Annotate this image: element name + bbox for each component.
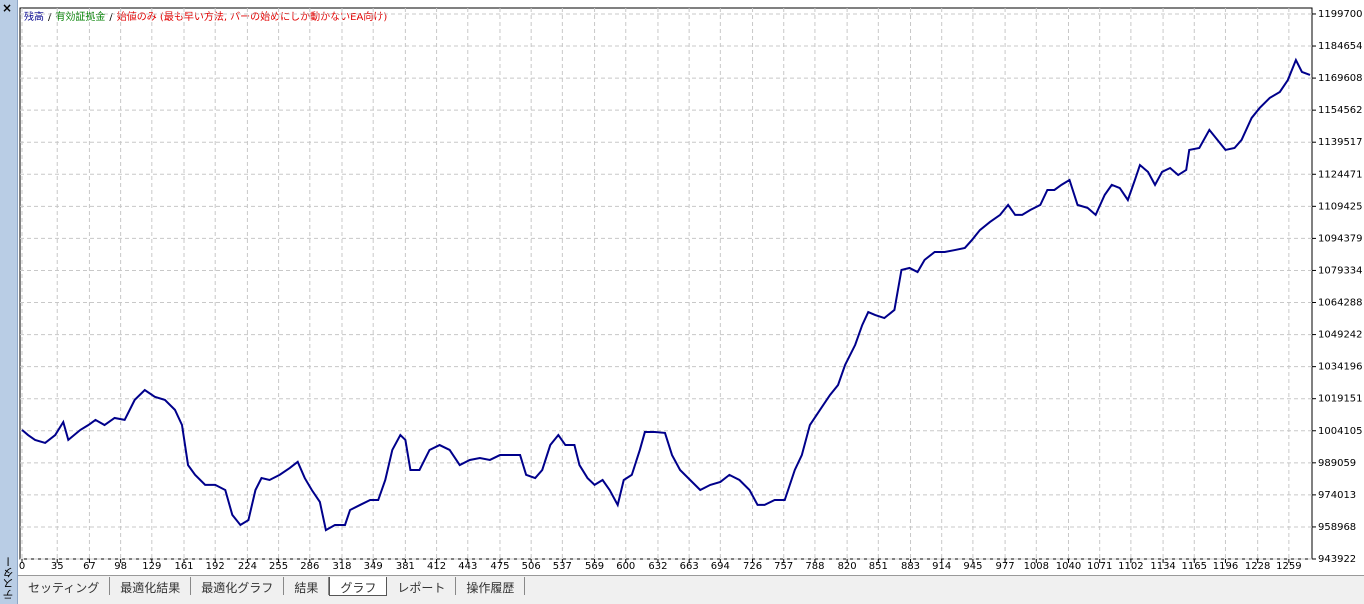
x-tick-label: 0 (19, 561, 25, 572)
y-tick-label: 1019151 (1318, 394, 1363, 405)
x-tick-label: 318 (332, 561, 351, 572)
x-tick-label: 506 (522, 561, 541, 572)
y-tick-label: 1124471 (1318, 169, 1363, 180)
x-tick-label: 1259 (1276, 561, 1301, 572)
y-tick-label: 1154562 (1318, 105, 1363, 116)
y-tick-label: 958968 (1318, 522, 1356, 533)
y-tick-label: 1079334 (1318, 265, 1363, 276)
panel-title: テスター (2, 556, 15, 600)
tab[interactable]: セッティング (18, 577, 111, 595)
tab[interactable]: 結果 (284, 577, 330, 595)
tab[interactable]: 最適化グラフ (191, 577, 285, 595)
tab[interactable]: レポート (387, 577, 457, 595)
x-tick-label: 600 (616, 561, 635, 572)
legend-separator: / (109, 12, 113, 23)
balance-line (21, 57, 1311, 532)
x-tick-label: 286 (300, 561, 319, 572)
x-tick-label: 161 (174, 561, 193, 572)
y-tick-label: 1169608 (1318, 73, 1363, 84)
x-tick-label: 569 (585, 561, 604, 572)
y-tick-label: 1034196 (1318, 362, 1363, 373)
x-tick-label: 192 (206, 561, 225, 572)
legend-item: 有効証拠金 (55, 10, 105, 23)
x-tick-label: 98 (114, 561, 127, 572)
chart: 残高 / 有効証拠金 / 始値のみ (最も早い方法, バーの始めにしか動かないEA向け)… (18, 0, 1364, 575)
tab[interactable]: 最適化結果 (110, 577, 192, 595)
legend-separator: / (48, 12, 52, 23)
y-tick-label: 1004105 (1318, 426, 1363, 437)
x-tick-label: 443 (458, 561, 477, 572)
tab[interactable]: グラフ (329, 577, 388, 596)
x-tick-label: 475 (490, 561, 509, 572)
x-tick-label: 914 (932, 561, 951, 572)
x-tick-label: 1008 (1024, 561, 1049, 572)
x-tick-label: 632 (648, 561, 667, 572)
x-tick-label: 1165 (1182, 561, 1207, 572)
y-tick-label: 989059 (1318, 458, 1356, 469)
y-tick-label: 1049242 (1318, 330, 1363, 341)
x-tick-label: 67 (83, 561, 96, 572)
x-tick-label: 694 (711, 561, 730, 572)
x-tick-label: 349 (364, 561, 383, 572)
x-tick-label: 1040 (1056, 561, 1081, 572)
x-tick-label: 945 (963, 561, 982, 572)
x-tick-label: 977 (996, 561, 1015, 572)
legend-item: 残高 (24, 10, 44, 23)
x-tick-label: 757 (774, 561, 793, 572)
side-panel: × テスター (0, 0, 18, 604)
close-button[interactable]: × (2, 1, 13, 15)
y-tick-label: 1139517 (1318, 137, 1363, 148)
x-tick-label: 1134 (1150, 561, 1175, 572)
chart-bg (18, 0, 1364, 575)
y-tick-label: 1199700 (1318, 9, 1363, 20)
x-tick-label: 1228 (1245, 561, 1270, 572)
x-tick-label: 224 (238, 561, 257, 572)
x-tick-label: 1071 (1087, 561, 1112, 572)
y-tick-label: 943922 (1318, 554, 1356, 565)
x-tick-label: 35 (51, 561, 64, 572)
x-tick-label: 129 (142, 561, 161, 572)
y-tick-label: 1094379 (1318, 233, 1363, 244)
x-tick-label: 537 (553, 561, 572, 572)
y-tick-label: 1064288 (1318, 298, 1363, 309)
legend: 残高 / 有効証拠金 / 始値のみ (最も早い方法, バーの始めにしか動かないEA向け) (24, 10, 387, 23)
y-tick-label: 974013 (1318, 490, 1356, 501)
x-tick-label: 820 (838, 561, 857, 572)
x-tick-label: 883 (901, 561, 920, 572)
x-tick-label: 1102 (1118, 561, 1143, 572)
legend-item: 始値のみ (最も早い方法, バーの始めにしか動かないEA向け) (117, 10, 388, 23)
x-tick-label: 381 (396, 561, 415, 572)
x-tick-label: 851 (869, 561, 888, 572)
y-tick-label: 1184654 (1318, 41, 1363, 52)
x-tick-label: 1196 (1213, 561, 1238, 572)
x-tick-label: 788 (805, 561, 824, 572)
tab-bar: セッティング 最適化結果 最適化グラフ 結果 グラフ レポート 操作履歴 (18, 575, 1364, 598)
tab[interactable]: 操作履歴 (456, 577, 526, 595)
x-tick-label: 255 (269, 561, 288, 572)
x-tick-label: 663 (680, 561, 699, 572)
x-tick-label: 726 (743, 561, 762, 572)
y-tick-label: 1109425 (1318, 201, 1363, 212)
x-tick-label: 412 (427, 561, 446, 572)
